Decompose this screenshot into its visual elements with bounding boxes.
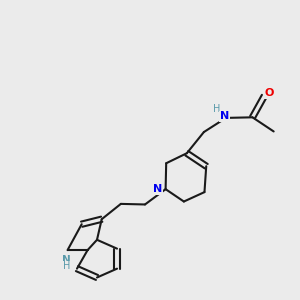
- Text: O: O: [265, 88, 274, 98]
- Text: H: H: [213, 104, 221, 114]
- Text: N: N: [220, 111, 229, 122]
- Text: N: N: [62, 254, 71, 265]
- Text: H: H: [63, 261, 70, 271]
- Text: N: N: [153, 184, 162, 194]
